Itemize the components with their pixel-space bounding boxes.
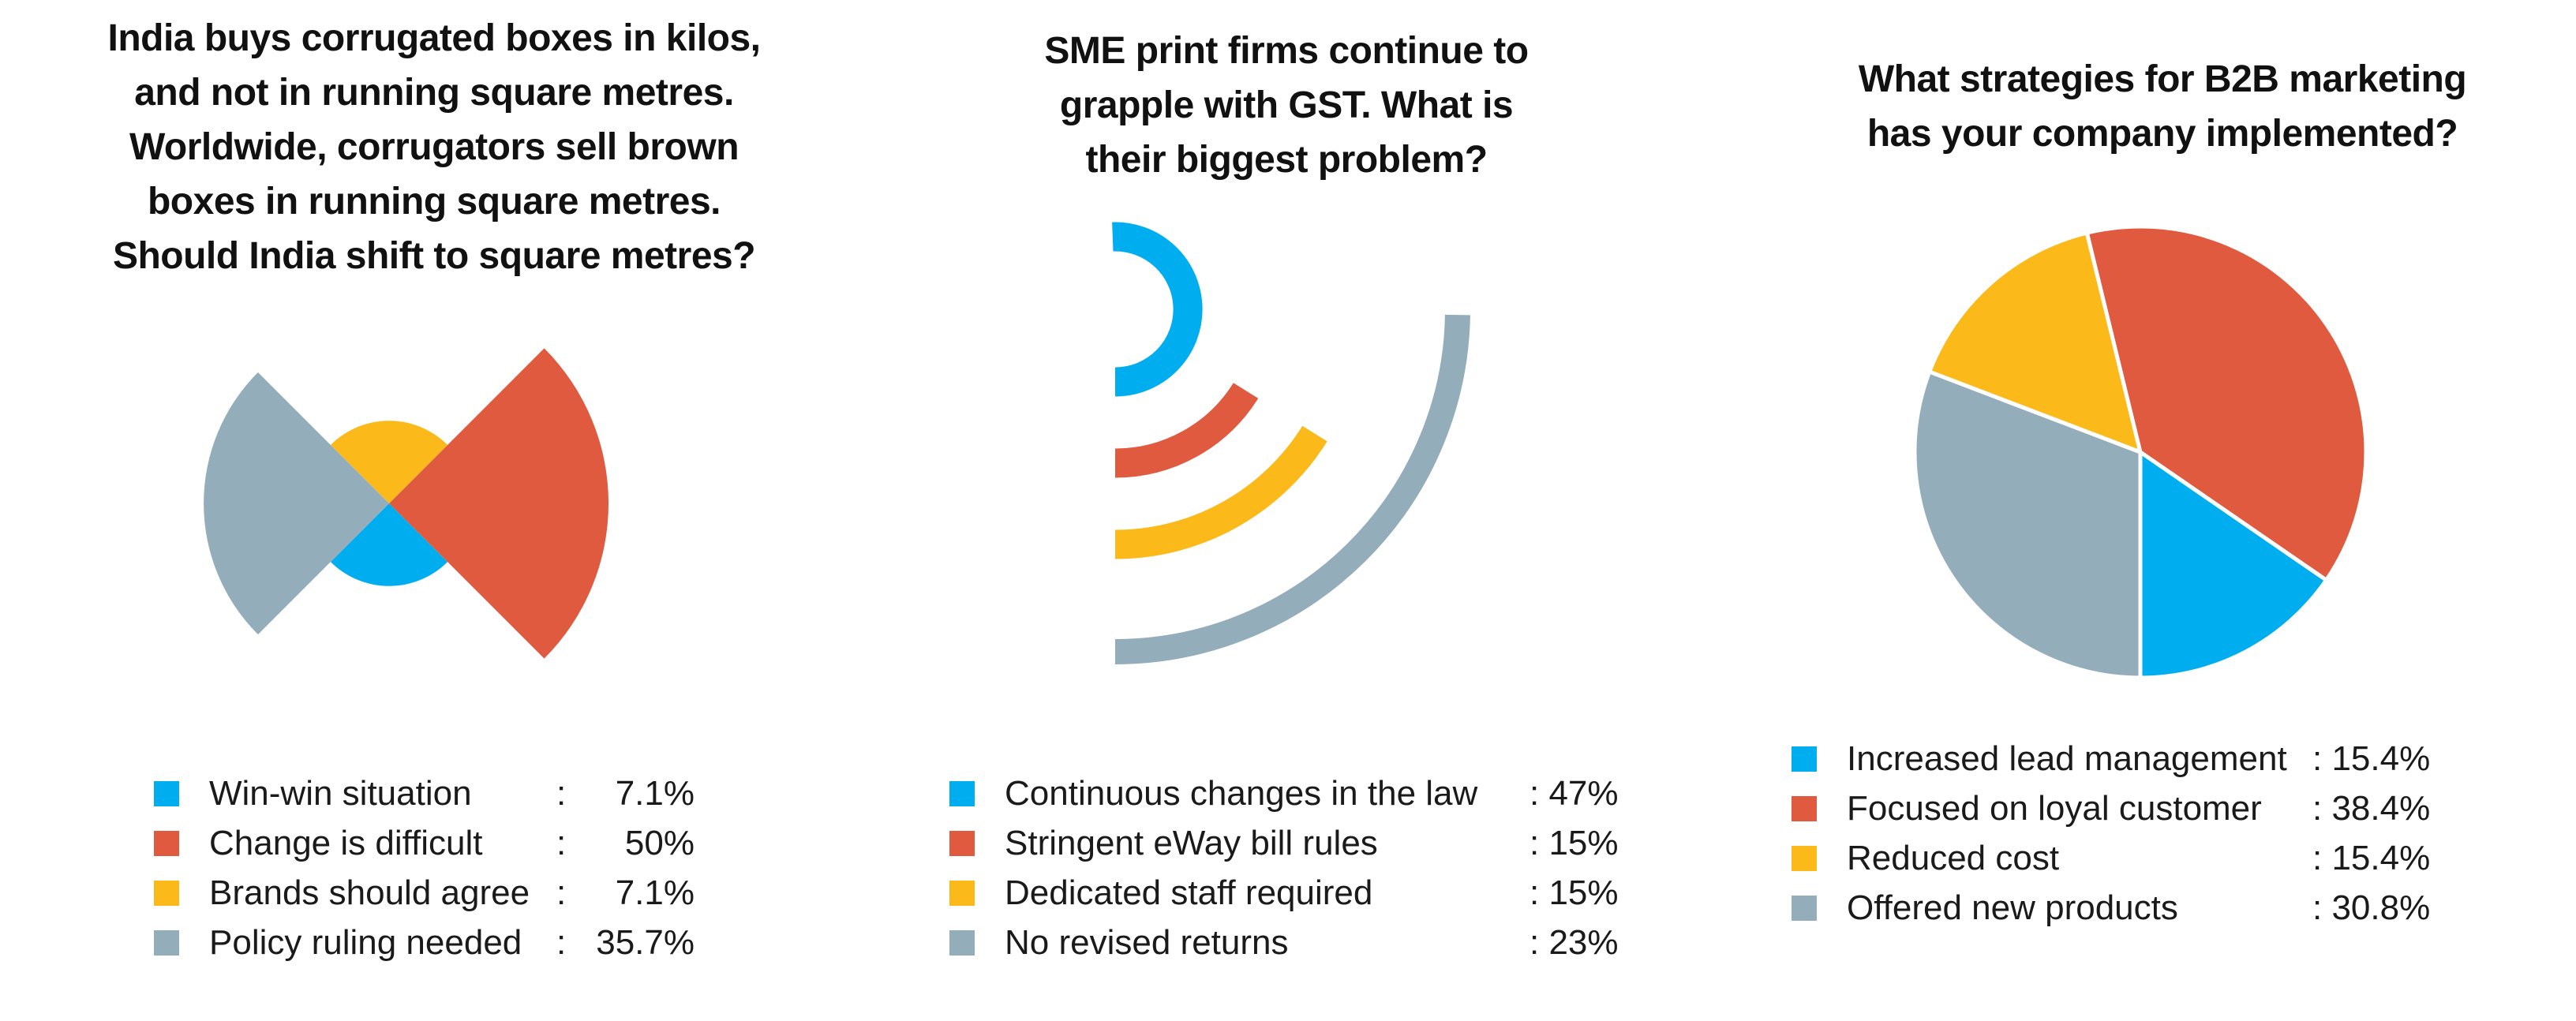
legend-swatch bbox=[949, 930, 975, 956]
legend-item: Brands should agree : 7.1% bbox=[154, 868, 722, 918]
legend-item: Offered new products : 30.8% bbox=[1792, 883, 2557, 933]
legend-value: 35.7% bbox=[596, 923, 695, 962]
radial-bar-continuous-changes-in-the-law bbox=[1112, 222, 1203, 397]
legend-label: Continuous changes in the law bbox=[1005, 774, 1478, 813]
legend-value: : 23% bbox=[1530, 923, 1619, 962]
slice-increased-lead-management bbox=[2138, 450, 2329, 680]
legend-value: : 15% bbox=[1530, 824, 1619, 862]
legend-swatch bbox=[949, 831, 975, 856]
legend-value: : 47% bbox=[1530, 774, 1619, 813]
legend-label: Win-win situation bbox=[209, 774, 472, 813]
legend-item: Increased lead management : 15.4% bbox=[1792, 734, 2557, 784]
legend-value: 50% bbox=[624, 824, 695, 862]
legend-swatch bbox=[1792, 746, 1817, 772]
legend-label: Brands should agree bbox=[209, 873, 530, 912]
legend-item: Change is difficult : 50% bbox=[154, 818, 722, 868]
title-line: Worldwide, corrugators sell brown bbox=[129, 126, 739, 168]
panel-gst-problems: SME print firms continue to grapple with… bbox=[868, 0, 1736, 1021]
legend-swatch bbox=[1792, 846, 1817, 871]
legend-label: Dedicated staff required bbox=[1005, 873, 1373, 912]
pie-chart bbox=[1912, 224, 2368, 680]
title-line: India buys corrugated boxes in kilos, bbox=[107, 17, 761, 59]
legend-value: 7.1% bbox=[615, 774, 695, 813]
title-line: has your company implemented? bbox=[1866, 113, 2458, 155]
slice-offered-new-products bbox=[1912, 369, 2143, 680]
legend-separator: : bbox=[556, 923, 567, 962]
legend-label: Offered new products bbox=[1847, 888, 2178, 927]
legend: Win-win situation : 7.1% Change is diffi… bbox=[154, 769, 722, 974]
legend-separator: : bbox=[556, 774, 567, 813]
slice-reduced-cost bbox=[1927, 230, 2143, 454]
title-line: SME print firms continue to bbox=[1044, 30, 1529, 72]
polar-area-chart bbox=[204, 348, 609, 659]
legend-value: 7.1% bbox=[615, 873, 695, 912]
legend-item: Stringent eWay bill rules : 15% bbox=[949, 818, 1644, 868]
legend-label: Change is difficult bbox=[209, 824, 483, 862]
legend-item: No revised returns : 23% bbox=[949, 918, 1644, 967]
legend-item: Policy ruling needed : 35.7% bbox=[154, 918, 722, 967]
slice-focused-on-loyal-customer bbox=[2084, 224, 2368, 582]
title-line: What strategies for B2B marketing bbox=[1858, 58, 2467, 100]
legend-swatch bbox=[154, 831, 179, 856]
legend-value: : 30.8% bbox=[2312, 888, 2431, 927]
wedge-policy-ruling-needed bbox=[204, 372, 389, 635]
legend-label: Policy ruling needed bbox=[209, 923, 522, 962]
legend-swatch bbox=[154, 881, 179, 906]
legend-value: : 15% bbox=[1530, 873, 1619, 912]
legend-item: Focused on loyal customer : 38.4% bbox=[1792, 784, 2557, 833]
legend-label: Stringent eWay bill rules bbox=[1005, 824, 1378, 862]
wedge-win-win-situation bbox=[330, 503, 448, 586]
title-line: boxes in running square metres. bbox=[147, 181, 721, 223]
legend-separator: : bbox=[556, 873, 567, 912]
legend-swatch bbox=[1792, 796, 1817, 821]
title-line: their biggest problem? bbox=[1085, 139, 1488, 181]
legend-label: Focused on loyal customer bbox=[1847, 789, 2262, 828]
legend-label: Increased lead management bbox=[1847, 739, 2287, 778]
chart-title: India buys corrugated boxes in kilos, an… bbox=[32, 11, 837, 283]
legend-swatch bbox=[1792, 896, 1817, 921]
legend-value: : 15.4% bbox=[2312, 739, 2431, 778]
radial-bar-dedicated-staff-required bbox=[1114, 425, 1327, 559]
legend-swatch bbox=[154, 781, 179, 806]
legend-item: Reduced cost : 15.4% bbox=[1792, 833, 2557, 883]
legend-value: : 38.4% bbox=[2312, 789, 2431, 828]
title-line: grapple with GST. What is bbox=[1059, 84, 1514, 126]
chart-title: SME print firms continue to grapple with… bbox=[915, 24, 1657, 187]
radial-bar-stringent-eway-bill-rules bbox=[1114, 383, 1259, 478]
title-line: and not in running square metres. bbox=[134, 72, 734, 114]
legend-value: : 15.4% bbox=[2312, 839, 2431, 877]
wedge-change-is-difficult bbox=[389, 348, 609, 659]
title-line: Should India shift to square metres? bbox=[112, 235, 756, 277]
panel-b2b-marketing: What strategies for B2B marketing has yo… bbox=[1736, 0, 2576, 1021]
chart-title: What strategies for B2B marketing has yo… bbox=[1768, 52, 2557, 161]
legend-item: Win-win situation : 7.1% bbox=[154, 769, 722, 818]
legend: Increased lead management : 15.4% Focuse… bbox=[1792, 734, 2557, 939]
legend: Continuous changes in the law : 47% Stri… bbox=[949, 769, 1644, 974]
legend-label: No revised returns bbox=[1005, 923, 1289, 962]
legend-swatch bbox=[949, 881, 975, 906]
panel-corrugated-boxes: India buys corrugated boxes in kilos, an… bbox=[0, 0, 868, 1021]
legend-separator: : bbox=[556, 824, 567, 862]
legend-swatch bbox=[154, 930, 179, 956]
radial-bar-chart bbox=[1112, 222, 1470, 664]
legend-swatch bbox=[949, 781, 975, 806]
radial-bar-no-revised-returns bbox=[1114, 314, 1470, 664]
legend-label: Reduced cost bbox=[1847, 839, 2060, 877]
wedge-brands-should-agree bbox=[330, 421, 448, 503]
legend-item: Dedicated staff required : 15% bbox=[949, 868, 1644, 918]
legend-item: Continuous changes in the law : 47% bbox=[949, 769, 1644, 818]
